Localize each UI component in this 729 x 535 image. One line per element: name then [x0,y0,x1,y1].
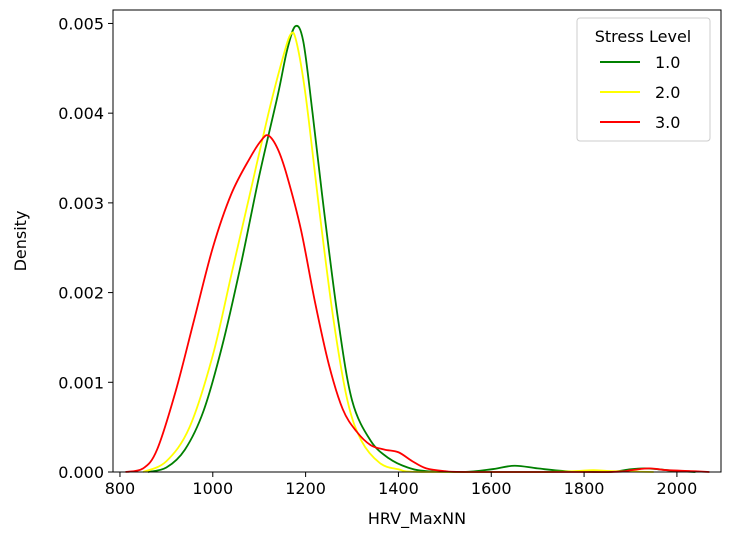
x-tick-label: 2000 [657,479,698,498]
legend-entry-label: 3.0 [655,113,680,132]
x-tick-label: 1400 [378,479,419,498]
x-tick-label: 1800 [564,479,605,498]
y-tick-label: 0.001 [58,373,104,392]
y-axis-label: Density [11,211,30,272]
y-tick-label: 0.002 [58,284,104,303]
x-tick-label: 1200 [285,479,326,498]
legend-title: Stress Level [595,27,692,46]
x-tick-label: 1000 [192,479,233,498]
x-tick-label: 1600 [471,479,512,498]
y-tick-label: 0.005 [58,14,104,33]
y-tick-label: 0.004 [58,104,104,123]
y-axis: 0.000 0.001 0.002 0.003 0.004 0.005 [58,14,113,482]
legend-entry-label: 2.0 [655,83,680,102]
y-tick-label: 0.000 [58,463,104,482]
x-tick-label: 800 [105,479,136,498]
legend-frame [576,17,711,142]
legend: Stress Level 1.0 2.0 3.0 [576,17,711,142]
x-axis-label: HRV_MaxNN [368,509,466,529]
x-axis: 800 1000 1200 1400 1600 1800 2000 [105,472,698,498]
y-tick-label: 0.003 [58,194,104,213]
legend-entry-label: 1.0 [655,53,680,72]
plot-frame [112,9,722,473]
legend-entries: 1.0 2.0 3.0 [600,53,680,132]
